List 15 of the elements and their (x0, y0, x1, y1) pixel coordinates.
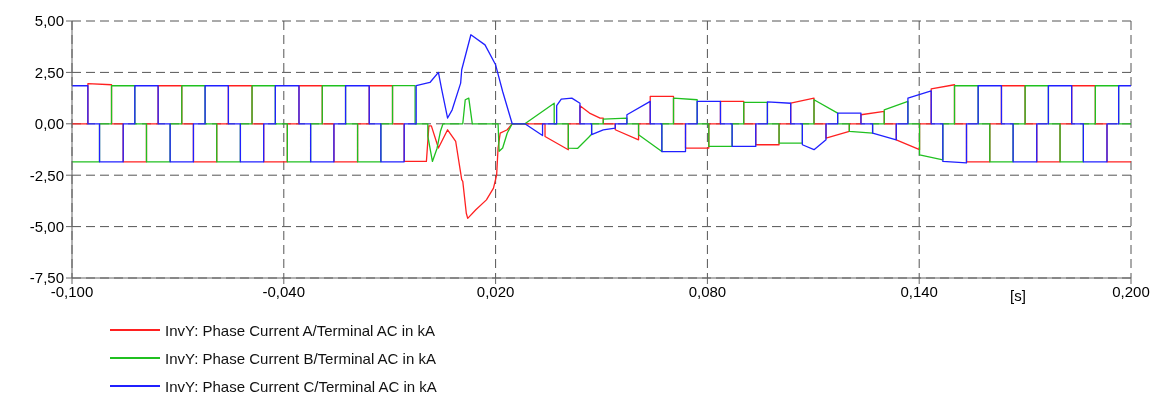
y-tick-label: -2,50 (29, 166, 64, 184)
x-tick-label: 0,140 (900, 282, 938, 300)
legend-label: InvY: Phase Current B/Terminal AC in kA (165, 349, 436, 367)
y-tick-label: -5,00 (29, 217, 64, 235)
y-tick-label: 5,00 (34, 12, 64, 30)
x-tick-label: 0,200 (1112, 282, 1150, 300)
legend-label: InvY: Phase Current A/Terminal AC in kA (165, 321, 436, 339)
x-tick-label: 0,080 (688, 282, 727, 300)
y-tick-label: 2,50 (34, 63, 64, 81)
x-tick-label: 0,020 (476, 282, 515, 300)
x-tick-label: -0,040 (262, 282, 306, 300)
x-axis-title: [s] (1010, 287, 1026, 304)
legend-label: InvY: Phase Current C/Terminal AC in kA (165, 377, 437, 395)
y-tick-label: 0,00 (34, 115, 64, 133)
line-series (72, 34, 1131, 164)
